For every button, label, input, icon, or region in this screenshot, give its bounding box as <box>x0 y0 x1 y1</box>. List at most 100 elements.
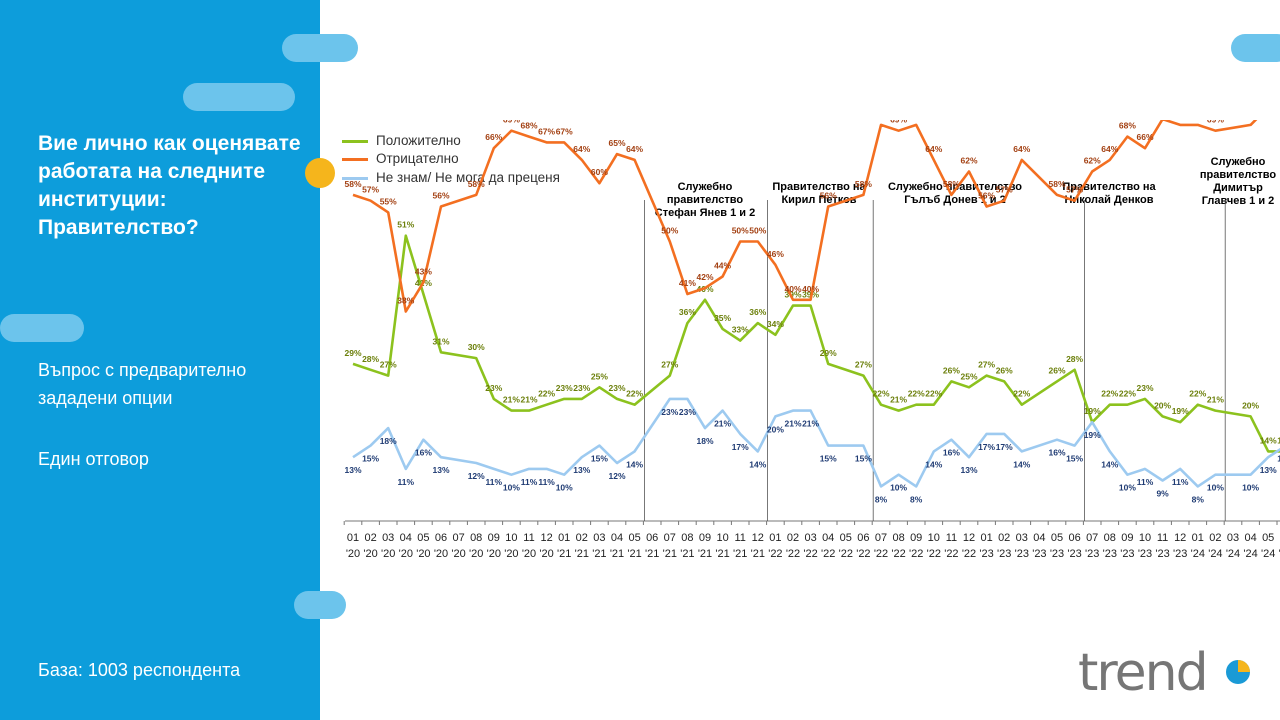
data-label-0: 26% <box>996 365 1013 375</box>
data-label-2: 13% <box>344 465 361 475</box>
x-tick-label-month: 10 <box>928 532 940 544</box>
data-label-1: 44% <box>714 260 731 270</box>
data-label-0: 22% <box>1101 389 1118 399</box>
legend-negative-label: Отрицателно <box>376 151 459 166</box>
data-label-2: 15% <box>820 454 837 464</box>
data-label-0: 22% <box>925 389 942 399</box>
x-tick-label-month: 03 <box>382 532 394 544</box>
data-label-2: 13% <box>432 465 449 475</box>
x-tick-label-month: 09 <box>699 532 711 544</box>
data-label-2: 23% <box>661 407 678 417</box>
gov-label-petkov-line1: Правителство на <box>772 181 866 193</box>
data-label-2: 23% <box>679 407 696 417</box>
x-tick-label-year: '22 <box>803 548 817 560</box>
x-tick-label-year: '21 <box>751 548 765 560</box>
x-tick-label-year: '23 <box>1032 548 1046 560</box>
legend-dontknow: Не знам/ Не мога да преценя <box>342 170 560 185</box>
x-tick-label-year: '21 <box>715 548 729 560</box>
gov-label-donev-line1: Служебно правителство <box>887 181 1023 193</box>
data-label-2: 17% <box>732 442 749 452</box>
x-tick-label-year: '24 <box>1279 548 1280 560</box>
decor-pill-top <box>282 34 358 62</box>
data-label-0: 31% <box>432 336 449 346</box>
x-tick-label-year: '23 <box>1050 548 1064 560</box>
x-tick-label-year: '20 <box>416 548 430 560</box>
x-tick-label-month: 09 <box>488 532 500 544</box>
data-label-1: 66% <box>485 132 502 142</box>
x-tick-label-month: 12 <box>752 532 764 544</box>
x-tick-label-year: '21 <box>733 548 747 560</box>
x-tick-label-year: '23 <box>979 548 993 560</box>
series-line-1 <box>352 120 1258 313</box>
data-label-0: 22% <box>538 389 555 399</box>
data-label-2: 14% <box>1101 459 1118 469</box>
data-label-0: 14% <box>1277 435 1280 445</box>
x-tick-label-year: '22 <box>786 548 800 560</box>
x-tick-label-year: '20 <box>399 548 413 560</box>
x-tick-label-month: 04 <box>822 532 834 544</box>
x-tick-label-year: '24 <box>1261 548 1275 560</box>
x-tick-label-month: 09 <box>910 532 922 544</box>
x-tick-label-month: 08 <box>470 532 482 544</box>
data-label-1: 58% <box>468 179 485 189</box>
x-tick-label-year: '23 <box>1138 548 1152 560</box>
data-label-0: 39% <box>784 290 801 300</box>
x-tick-label-year: '23 <box>1015 548 1029 560</box>
x-tick-label-month: 12 <box>963 532 975 544</box>
data-label-2: 17% <box>978 442 995 452</box>
gov-label-yanev-line2: Стефан Янев 1 и 2 <box>654 207 756 219</box>
data-label-1: 41% <box>679 278 696 288</box>
data-label-1: 50% <box>749 226 766 236</box>
x-tick-label-month: 07 <box>1086 532 1098 544</box>
x-tick-label-year: '23 <box>1103 548 1117 560</box>
data-label-2: 13% <box>1260 465 1277 475</box>
data-label-2: 21% <box>802 419 819 429</box>
x-tick-label-month: 07 <box>875 532 887 544</box>
data-label-0: 25% <box>591 371 608 381</box>
data-label-2: 15% <box>855 454 872 464</box>
data-label-2: 16% <box>415 448 432 458</box>
question-type: Въпрос с предварително зададени опции <box>38 360 247 408</box>
data-label-0: 29% <box>344 348 361 358</box>
x-tick-label-month: 05 <box>1262 532 1274 544</box>
data-label-0: 27% <box>661 360 678 370</box>
legend-positive-label: Положително <box>376 133 461 148</box>
data-label-1: 58% <box>344 179 361 189</box>
data-label-2: 11% <box>538 477 555 487</box>
gov-label-yanev-line1: Служебно правителство <box>666 181 744 206</box>
data-label-1: 69% <box>1207 120 1224 125</box>
data-label-2: 13% <box>573 465 590 475</box>
x-tick-label-year: '21 <box>575 548 589 560</box>
data-label-2: 12% <box>608 471 625 481</box>
x-tick-label-year: '21 <box>610 548 624 560</box>
x-tick-label-month: 10 <box>716 532 728 544</box>
data-label-0: 22% <box>908 389 925 399</box>
data-label-0: 14% <box>1260 435 1277 445</box>
data-label-1: 58% <box>855 179 872 189</box>
answer-type: Един отговор <box>38 449 149 469</box>
trend-logo-mark: trend <box>1078 643 1250 703</box>
gov-label-glavchev-line4: Главчев 1 и 2 <box>1201 195 1275 207</box>
x-tick-label-month: 02 <box>576 532 588 544</box>
x-tick-label-year: '23 <box>997 548 1011 560</box>
data-label-1: 64% <box>573 144 590 154</box>
data-label-2: 10% <box>1242 483 1259 493</box>
data-label-2: 14% <box>626 459 643 469</box>
data-label-1: 56% <box>978 191 995 201</box>
x-tick-label-year: '22 <box>944 548 958 560</box>
x-tick-label-year: '22 <box>821 548 835 560</box>
x-tick-label-year: '24 <box>1226 548 1240 560</box>
x-tick-label-month: 09 <box>1121 532 1133 544</box>
data-label-2: 11% <box>1137 477 1154 487</box>
question-title: Вие лично как оценявате работата на след… <box>38 132 301 239</box>
data-label-0: 22% <box>626 389 643 399</box>
x-tick-label-year: '22 <box>856 548 870 560</box>
x-tick-label-month: 06 <box>1068 532 1080 544</box>
data-label-1: 68% <box>1119 121 1136 131</box>
data-label-1: 57% <box>1066 185 1083 195</box>
data-label-1: 57% <box>996 185 1013 195</box>
x-tick-label-month: 05 <box>840 532 852 544</box>
data-label-1: 40% <box>802 284 819 294</box>
gov-label-glavchev-line2: правителство <box>1199 169 1277 181</box>
x-tick-label-year: '21 <box>645 548 659 560</box>
